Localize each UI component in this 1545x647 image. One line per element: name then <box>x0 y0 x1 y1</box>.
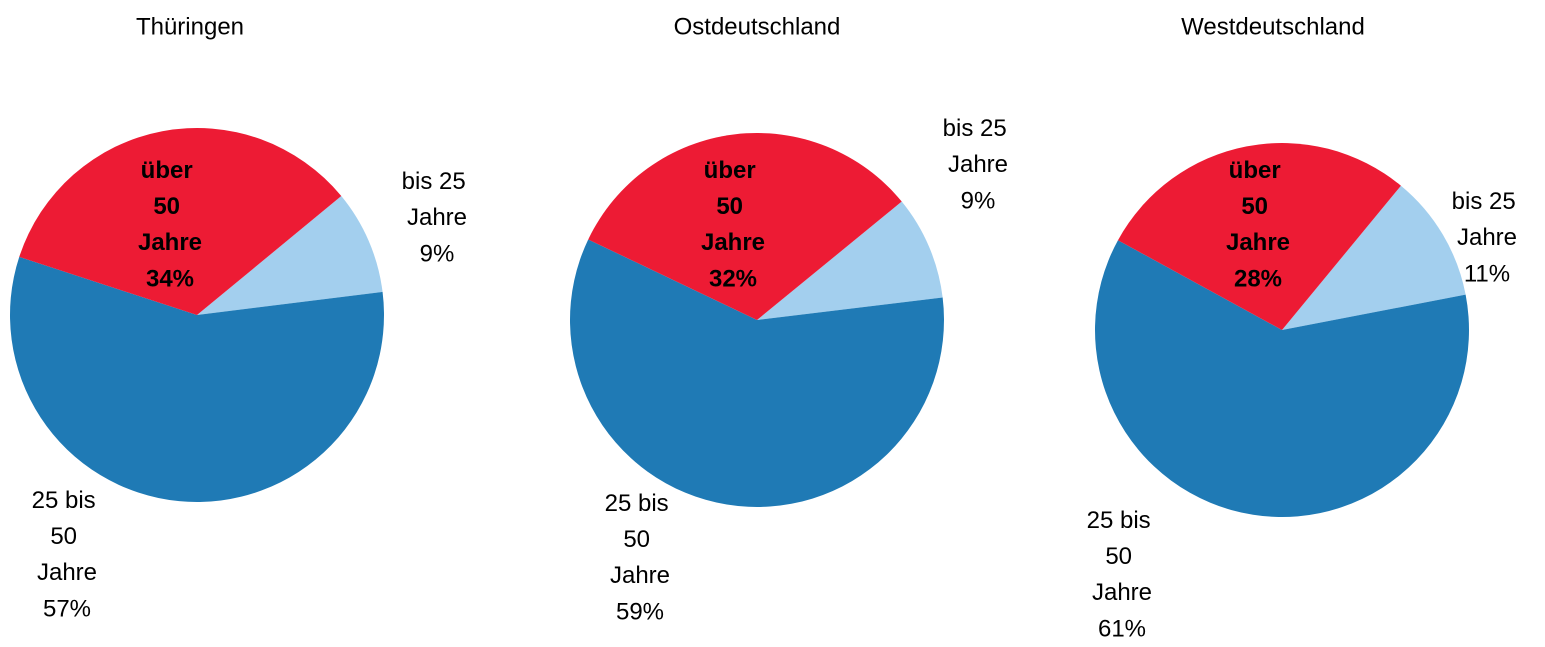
chart-title: Ostdeutschland <box>674 13 841 40</box>
chart-title: Westdeutschland <box>1181 13 1365 40</box>
slice-value-label: 9% <box>420 240 455 267</box>
pie-slice <box>19 128 342 315</box>
slice-value-label: 59% <box>616 598 664 625</box>
slice-category-label: bis 25 Jahre <box>402 168 473 231</box>
slice-category-label: bis 25 Jahre <box>943 115 1014 178</box>
slice-value-label: 34% <box>146 265 194 292</box>
slice-category-label: über 50 Jahre <box>1226 157 1290 256</box>
slice-category-label: 25 bis 50 Jahre <box>1087 507 1158 606</box>
slice-value-label: 9% <box>961 187 996 214</box>
pie-slice <box>570 239 944 507</box>
chart-title: Thüringen <box>136 13 244 40</box>
slice-category-label: 25 bis 50 Jahre <box>32 487 103 586</box>
pie-slice <box>588 132 902 320</box>
slice-value-label: 28% <box>1234 265 1282 292</box>
slice-value-label: 32% <box>709 265 757 292</box>
slice-value-label: 11% <box>1464 260 1510 287</box>
pie-slice <box>9 256 385 503</box>
slice-category-label: über 50 Jahre <box>701 157 765 256</box>
pie-slice <box>197 196 383 315</box>
slice-value-label: 57% <box>43 595 91 622</box>
pie-slice <box>1282 185 1466 330</box>
slice-value-label: 61% <box>1098 615 1146 642</box>
slice-category-label: über 50 Jahre <box>138 157 202 256</box>
slice-category-label: 25 bis 50 Jahre <box>605 490 676 589</box>
pie-slice <box>757 201 943 320</box>
slice-category-label: bis 25 Jahre <box>1452 188 1523 251</box>
pie-slice <box>1117 142 1401 330</box>
pie-slice <box>1094 240 1469 518</box>
